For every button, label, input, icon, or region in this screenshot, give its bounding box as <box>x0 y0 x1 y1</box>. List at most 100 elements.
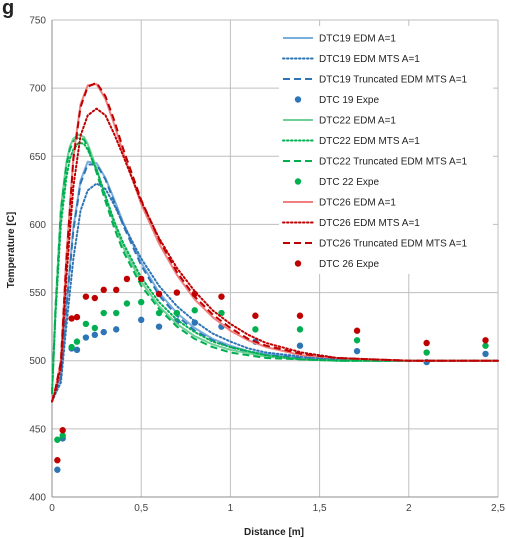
x-tick-label: 0,5 <box>134 503 148 514</box>
data-point <box>296 312 304 319</box>
data-point <box>482 337 489 344</box>
x-tick-label: 1,5 <box>313 503 327 514</box>
data-point <box>123 275 131 283</box>
data-point <box>138 298 145 306</box>
y-tick-label: 700 <box>29 84 46 95</box>
legend-label: DTC19 EDM MTS A=1 <box>319 54 420 65</box>
legend-item: DTC 22 Expe <box>294 177 379 188</box>
data-point <box>113 309 120 317</box>
y-tick-label: 650 <box>29 152 46 163</box>
y-tick-label: 400 <box>29 493 46 504</box>
data-point <box>54 466 61 473</box>
data-point <box>155 323 163 330</box>
data-point <box>82 320 90 328</box>
data-point <box>155 290 163 298</box>
legend-item: DTC26 EDM MTS A=1 <box>282 218 420 229</box>
data-point <box>173 289 181 296</box>
data-point <box>353 337 361 344</box>
data-point <box>91 324 99 332</box>
data-point <box>68 343 75 351</box>
x-tick-label: 1 <box>228 503 234 514</box>
series-dtc-26-expe <box>54 275 489 464</box>
legend-item: DTC22 EDM A=1 <box>283 116 396 127</box>
legend-item: DTC19 EDM MTS A=1 <box>282 54 420 65</box>
legend-label: DTC19 Truncated EDM MTS A=1 <box>319 75 468 86</box>
legend-item: DTC22 Truncated EDM MTS A=1 <box>283 157 468 168</box>
series-dtc22-truncated-edm-mts-a-1 <box>51 136 498 394</box>
data-point <box>68 315 75 322</box>
legend-label: DTC 19 Expe <box>319 95 379 106</box>
x-tick-label: 2,5 <box>491 503 505 514</box>
legend-background <box>279 26 493 274</box>
legend-swatch <box>294 96 302 103</box>
data-point <box>173 309 181 317</box>
series-line <box>51 136 498 394</box>
series-dtc-22-expe <box>54 298 489 443</box>
data-point <box>100 328 107 336</box>
data-point <box>73 338 81 345</box>
y-tick-label: 600 <box>29 220 46 231</box>
legend-swatch <box>294 260 302 267</box>
series-layer <box>51 81 499 473</box>
legend-label: DTC22 EDM MTS A=1 <box>319 136 420 147</box>
y-tick-label: 550 <box>29 288 46 299</box>
legend-item: DTC 19 Expe <box>294 95 379 106</box>
data-point <box>423 339 430 347</box>
data-point <box>423 349 430 356</box>
series-dtc26-truncated-edm-mts-a-1 <box>51 81 498 402</box>
data-point <box>191 307 198 314</box>
legend-label: DTC26 EDM MTS A=1 <box>319 218 420 229</box>
data-point <box>100 309 107 317</box>
legend-label: DTC 22 Expe <box>319 177 379 188</box>
data-point <box>54 436 61 443</box>
series-line <box>51 81 498 402</box>
data-point <box>113 286 120 294</box>
data-point <box>353 347 361 355</box>
legend-item: DTC19 EDM A=1 <box>283 34 396 45</box>
x-axis-label: Distance [m] <box>244 527 304 538</box>
data-point <box>82 334 90 341</box>
series-line <box>51 182 499 403</box>
legend-label: DTC26 EDM A=1 <box>319 198 396 209</box>
legend-item: DTC22 EDM MTS A=1 <box>282 136 420 147</box>
legend-item: DTC26 EDM A=1 <box>283 198 396 209</box>
data-point <box>59 432 66 439</box>
legend-label: DTC26 Truncated EDM MTS A=1 <box>319 239 468 250</box>
data-point <box>91 294 99 302</box>
data-point <box>138 316 145 324</box>
data-point <box>123 300 131 307</box>
data-point <box>296 326 304 333</box>
legend-item: DTC19 Truncated EDM MTS A=1 <box>283 75 468 86</box>
legend: DTC19 EDM A=1 DTC19 EDM MTS A=1 DTC19 Trun… <box>279 26 493 274</box>
legend-item: DTC26 Truncated EDM MTS A=1 <box>283 239 468 250</box>
x-tick-label: 2 <box>406 503 412 514</box>
data-point <box>155 309 163 317</box>
data-point <box>353 327 361 334</box>
data-point <box>138 275 145 283</box>
data-point <box>82 293 90 300</box>
y-tick-label: 750 <box>29 16 46 27</box>
legend-label: DTC19 EDM A=1 <box>319 34 396 45</box>
legend-label: DTC 26 Expe <box>319 259 379 270</box>
data-point <box>91 331 99 339</box>
data-point <box>252 326 259 333</box>
x-tick-label: 0 <box>49 503 55 514</box>
data-point <box>191 290 198 298</box>
data-point <box>54 457 61 464</box>
data-point <box>113 326 120 333</box>
y-axis-label: Temperature [C] <box>6 212 17 289</box>
series-dtc19-edm-mts-a-1 <box>51 182 499 403</box>
data-point <box>73 313 81 321</box>
data-point <box>252 312 259 319</box>
data-point <box>100 286 107 294</box>
data-point <box>73 346 81 354</box>
data-point <box>191 319 198 326</box>
legend-item: DTC 26 Expe <box>294 259 379 270</box>
y-tick-label: 500 <box>29 356 46 367</box>
x-axis-ticks: 0 0,5 1 1,5 2 2,5 <box>49 503 505 514</box>
axes <box>51 20 498 498</box>
data-point <box>59 427 66 434</box>
legend-label: DTC22 EDM A=1 <box>319 116 396 127</box>
y-tick-label: 450 <box>29 424 46 435</box>
